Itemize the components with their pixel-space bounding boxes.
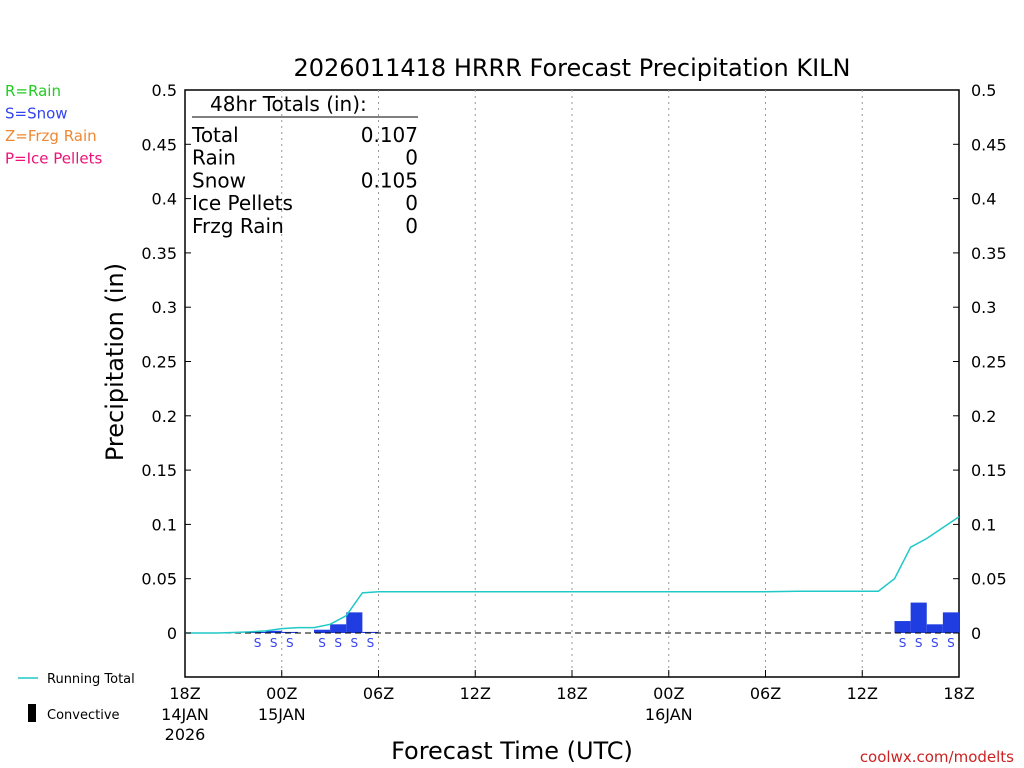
totals-row-value: 0.105 <box>361 168 418 192</box>
type-legend-entry: P=Ice Pellets <box>5 150 102 168</box>
x-tick-label: 00Z <box>266 684 297 703</box>
y-tick-label-right: 0.15 <box>971 461 1007 480</box>
convective-legend-swatch <box>28 704 36 722</box>
type-legend-entry: S=Snow <box>5 105 68 123</box>
y-tick-label-left: 0.1 <box>152 515 177 534</box>
totals-row-value: 0.107 <box>361 123 418 147</box>
y-tick-label-right: 0.35 <box>971 244 1007 263</box>
y-tick-label-right: 0.25 <box>971 353 1007 372</box>
totals-row-label: Total <box>191 123 239 147</box>
y-tick-label-left: 0.3 <box>152 298 177 317</box>
y-axis-ticks: 0 00.05 0.050.1 0.10.15 0.150.2 0.20.25 0.250.… <box>141 81 1006 643</box>
convective-legend-label: Convective <box>47 708 120 723</box>
totals-row-label: Snow <box>192 168 246 192</box>
precip-type-letter: S <box>254 636 262 650</box>
totals-row-label: Rain <box>192 146 236 170</box>
y-axis-label: Precipitation (in) <box>101 263 129 461</box>
credit-text: coolwx.com/modelts <box>860 748 1014 766</box>
y-tick-label-left: 0.35 <box>141 244 177 263</box>
snow-bars <box>249 602 959 633</box>
snow-bar <box>346 612 363 633</box>
y-tick-label-right: 0.3 <box>971 298 996 317</box>
precip-type-letter: S <box>931 636 939 650</box>
totals-row-value: 0 <box>405 146 418 170</box>
snow-bar <box>265 630 282 633</box>
precip-type-letter: S <box>899 636 907 650</box>
x-tick-label: 12Z <box>847 684 878 703</box>
y-tick-label-left: 0.2 <box>152 407 177 426</box>
snow-bar <box>894 621 911 633</box>
precip-type-letter: S <box>947 636 955 650</box>
y-tick-label-right: 0.45 <box>971 135 1007 154</box>
y-tick-label-right: 0.1 <box>971 515 996 534</box>
totals-row-label: Ice Pellets <box>192 191 293 215</box>
precip-type-letter: S <box>286 636 294 650</box>
snow-bar <box>362 631 379 633</box>
chart-title: 2026011418 HRRR Forecast Precipitation K… <box>294 54 851 82</box>
totals-row-label: Frzg Rain <box>192 214 284 238</box>
x-axis-label: Forecast Time (UTC) <box>391 737 633 765</box>
precip-type-letter: S <box>915 636 923 650</box>
snow-bar <box>942 612 959 633</box>
y-tick-label-right: 0.05 <box>971 570 1007 589</box>
totals-row-value: 0 <box>405 191 418 215</box>
x-tick-label: 06Z <box>363 684 394 703</box>
running-total-line <box>185 516 960 634</box>
x-tick-label: 18Z <box>556 684 587 703</box>
x-tick-label: 18Z <box>943 684 974 703</box>
x-tick-date: 16JAN <box>645 705 693 724</box>
y-tick-label-right: 0.4 <box>971 190 996 209</box>
y-tick-label-left: 0.05 <box>141 570 177 589</box>
precip-type-letter: S <box>270 636 278 650</box>
grid-lines <box>281 90 863 677</box>
bottom-legend: Running Total Convective <box>18 672 135 723</box>
x-tick-label: 12Z <box>460 684 491 703</box>
totals-box: 48hr Totals (in): Total 0.107 Rain 0 Snow 0.1… <box>191 92 418 238</box>
y-tick-label-left: 0.25 <box>141 353 177 372</box>
totals-row-value: 0 <box>405 214 418 238</box>
running-total-legend-label: Running Total <box>47 672 135 687</box>
y-tick-label-right: 0 <box>971 624 981 643</box>
precip-type-legend: R=Rain S=Snow Z=Frzg Rain P=Ice Pellets <box>5 82 102 168</box>
x-tick-year: 2026 <box>165 725 206 744</box>
y-tick-label-right: 0.2 <box>971 407 996 426</box>
y-tick-label-left: 0.15 <box>141 461 177 480</box>
snow-bar <box>281 631 298 633</box>
y-tick-label-left: 0.45 <box>141 135 177 154</box>
x-tick-label: 00Z <box>653 684 684 703</box>
type-legend-entry: Z=Frzg Rain <box>5 127 97 145</box>
y-tick-label-left: 0.5 <box>152 81 177 100</box>
precip-type-letter: S <box>318 636 326 650</box>
type-legend-entry: R=Rain <box>5 82 61 100</box>
y-tick-label-left: 0.4 <box>152 190 177 209</box>
snow-bar <box>249 631 266 633</box>
totals-rows: Total 0.107 Rain 0 Snow 0.105 Ice Pellets 0 Frzg… <box>191 123 418 238</box>
totals-heading: 48hr Totals (in): <box>210 92 367 116</box>
snow-bar <box>926 624 943 633</box>
snow-bar <box>330 624 347 633</box>
precip-type-letter: S <box>367 636 375 650</box>
snow-bar <box>910 602 927 633</box>
precip-type-letter: S <box>351 636 359 650</box>
precip-type-letter: S <box>334 636 342 650</box>
x-tick-date: 14JAN <box>161 705 209 724</box>
x-tick-label: 18Z <box>169 684 200 703</box>
y-tick-label-right: 0.5 <box>971 81 996 100</box>
y-tick-label-left: 0 <box>167 624 177 643</box>
x-tick-label: 06Z <box>750 684 781 703</box>
snow-bar <box>314 629 331 633</box>
x-tick-date: 15JAN <box>258 705 306 724</box>
